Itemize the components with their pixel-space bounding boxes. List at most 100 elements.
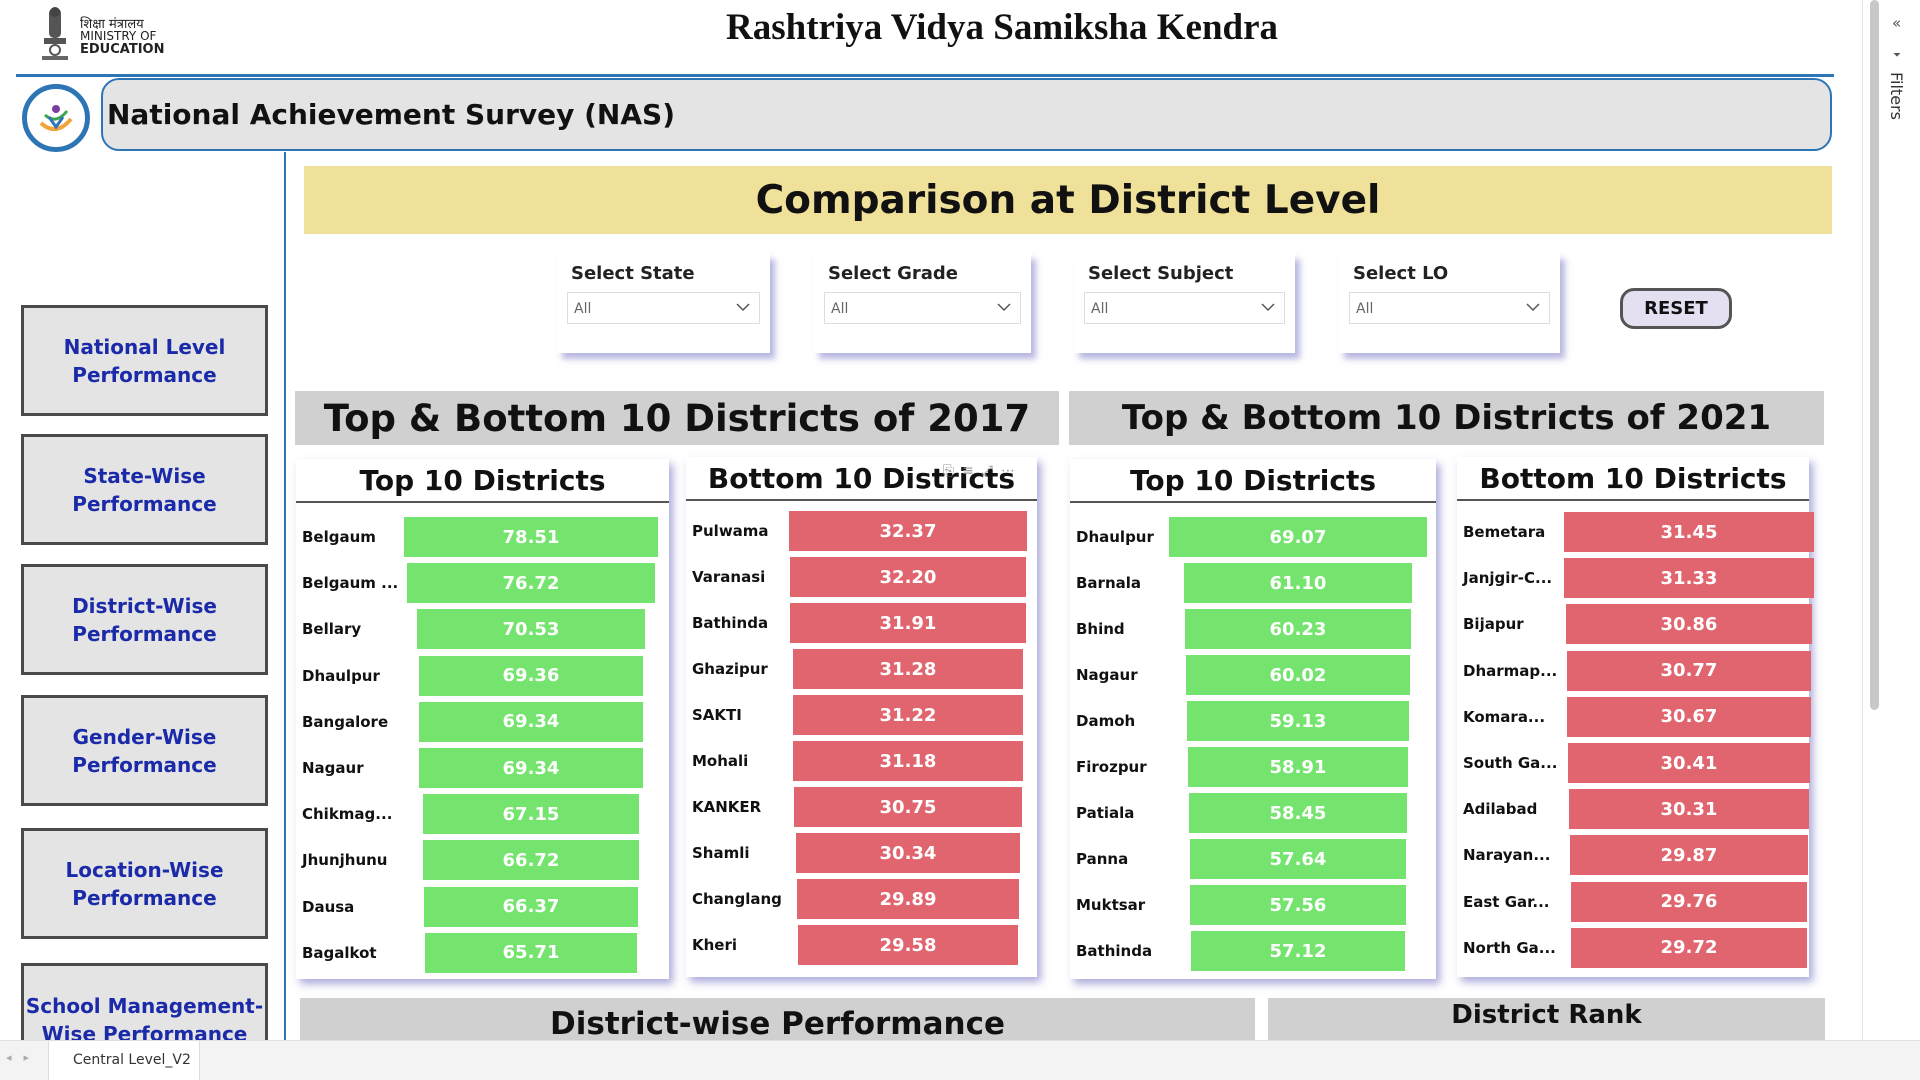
score-bar[interactable]: 30.86 xyxy=(1566,604,1812,645)
district-name: Ghazipur xyxy=(692,660,768,678)
score-bar[interactable]: 65.71 xyxy=(425,932,637,973)
score-bar[interactable]: 30.77 xyxy=(1566,650,1812,691)
district-name: Dhaulpur xyxy=(302,666,380,685)
score-bar[interactable]: 69.34 xyxy=(419,701,643,742)
filter-lo: Select LO All xyxy=(1339,253,1560,353)
score-bar[interactable]: 32.20 xyxy=(789,557,1027,597)
chevron-down-icon xyxy=(997,303,1011,312)
district-name: Mohali xyxy=(692,752,749,770)
district-name: Kheri xyxy=(692,936,738,954)
district-name: KANKER xyxy=(692,798,762,816)
sidebar-item-state-wise[interactable]: State-Wise Performance xyxy=(21,434,268,545)
district-wise-performance-header: District-wise Performance xyxy=(300,998,1255,1042)
sidebar-item-location-wise[interactable]: Location-Wise Performance xyxy=(21,828,268,939)
app-title: Rashtriya Vidya Samiksha Kendra xyxy=(726,7,1279,48)
district-name: Panna xyxy=(1076,850,1129,868)
filter-label: Select State xyxy=(571,263,695,284)
page-tab-bar: ◂▸ xyxy=(0,1040,1920,1080)
district-rank-header: District Rank xyxy=(1268,998,1825,1042)
list-title: Top 10 Districts xyxy=(1070,459,1436,503)
score-bar[interactable]: 31.22 xyxy=(792,695,1024,735)
score-bar[interactable]: 31.91 xyxy=(790,603,1026,643)
district-name: Bathinda xyxy=(692,614,769,632)
grade-dropdown[interactable]: All xyxy=(824,292,1021,324)
bottom-districts-2017-card: Bottom 10 Districts ⎘≡⤢⋯ Pulwama 32.37 Var… xyxy=(686,457,1037,977)
tab-scroll-arrows-icon[interactable]: ◂▸ xyxy=(6,1051,42,1064)
score-bar[interactable]: 29.89 xyxy=(797,879,1019,919)
reset-button[interactable]: RESET xyxy=(1620,288,1732,329)
score-bar[interactable]: 57.64 xyxy=(1190,839,1406,879)
list-title: Bottom 10 Districts xyxy=(686,457,1037,501)
filters-pane-label[interactable]: Filters xyxy=(1887,72,1906,120)
score-bar[interactable]: 66.72 xyxy=(423,840,639,881)
district-name: Komara... xyxy=(1463,707,1546,726)
score-bar[interactable]: 29.58 xyxy=(798,925,1018,965)
score-bar[interactable]: 57.56 xyxy=(1190,885,1406,925)
score-bar[interactable]: 30.34 xyxy=(795,833,1021,873)
score-bar[interactable]: 70.53 xyxy=(417,609,645,650)
ministry-hindi-text: शिक्षा मंत्रालय xyxy=(80,17,144,32)
score-bar[interactable]: 31.28 xyxy=(792,649,1024,689)
page-tab-central-level[interactable]: Central Level_V2 xyxy=(48,1041,200,1080)
score-bar[interactable]: 30.41 xyxy=(1568,743,1810,783)
score-bar[interactable]: 60.02 xyxy=(1185,655,1411,695)
group-header-2017: Top & Bottom 10 Districts of 2017 xyxy=(295,391,1059,445)
dropdown-value: All xyxy=(574,301,592,317)
collapse-pane-icon[interactable]: « xyxy=(1892,14,1902,32)
score-bar[interactable]: 69.34 xyxy=(419,748,643,788)
filter-state: Select State All xyxy=(557,253,770,353)
bottom-districts-2021-card: Bottom 10 Districts Bemetara 31.45 Janjgir… xyxy=(1457,457,1814,977)
visual-header-toolbar[interactable]: ⎘≡⤢⋯ xyxy=(942,463,1023,479)
score-bar[interactable]: 31.45 xyxy=(1564,512,1814,552)
score-bar[interactable]: 76.72 xyxy=(406,563,656,604)
score-bar[interactable]: 30.75 xyxy=(794,787,1022,827)
district-name: Nagaur xyxy=(302,759,364,777)
score-bar[interactable]: 29.72 xyxy=(1571,927,1807,968)
score-bar[interactable]: 58.45 xyxy=(1188,793,1408,833)
district-name: North Ga... xyxy=(1463,938,1556,957)
sidebar-item-district-wise[interactable]: District-Wise Performance xyxy=(21,564,268,675)
score-bar[interactable]: 61.10 xyxy=(1183,563,1413,603)
district-name: Belgaum ... xyxy=(302,574,399,593)
district-name: Bangalore xyxy=(302,712,389,731)
score-bar[interactable]: 57.12 xyxy=(1191,931,1405,971)
score-bar[interactable]: 60.23 xyxy=(1185,609,1411,649)
district-name: Muktsar xyxy=(1076,896,1146,914)
score-bar[interactable]: 32.37 xyxy=(789,511,1027,551)
score-bar[interactable]: 78.51 xyxy=(404,517,658,557)
score-bar[interactable]: 29.76 xyxy=(1570,881,1808,922)
district-name: Bhind xyxy=(1076,620,1125,638)
score-bar[interactable]: 31.33 xyxy=(1564,558,1814,599)
sidebar-item-gender-wise[interactable]: Gender-Wise Performance xyxy=(21,695,268,806)
score-bar[interactable]: 30.67 xyxy=(1567,696,1811,737)
score-bar[interactable]: 59.13 xyxy=(1187,701,1409,741)
district-name: Patiala xyxy=(1076,804,1135,822)
nas-logo-icon xyxy=(22,84,90,152)
score-bar[interactable]: 30.31 xyxy=(1568,789,1810,830)
score-bar[interactable]: 66.37 xyxy=(423,886,639,927)
score-bar[interactable]: 67.15 xyxy=(422,794,640,835)
district-name: Damoh xyxy=(1076,712,1136,730)
district-name: Bellary xyxy=(302,620,362,639)
district-name: Changlang xyxy=(692,890,782,908)
state-dropdown[interactable]: All xyxy=(567,292,760,324)
district-name: Adilabad xyxy=(1463,800,1538,819)
subject-dropdown[interactable]: All xyxy=(1084,292,1285,324)
district-name: Janjgir-C... xyxy=(1463,569,1553,588)
group-header-2021: Top & Bottom 10 Districts of 2021 xyxy=(1069,391,1824,445)
score-bar[interactable]: 69.36 xyxy=(419,655,643,696)
district-name: Barnala xyxy=(1076,574,1142,592)
vertical-scrollbar[interactable] xyxy=(1870,0,1879,710)
district-name: Bathinda xyxy=(1076,942,1153,960)
ministry-of-education-logo: शिक्षा मंत्रालय MINISTRY OF EDUCATION xyxy=(36,4,196,64)
score-bar[interactable]: 69.07 xyxy=(1169,517,1427,557)
sidebar-item-national-level[interactable]: National Level Performance xyxy=(21,305,268,416)
district-name: Pulwama xyxy=(692,522,769,540)
score-bar[interactable]: 31.18 xyxy=(792,741,1024,781)
filter-label: Select LO xyxy=(1353,263,1449,284)
nas-banner xyxy=(101,78,1832,151)
lo-dropdown[interactable]: All xyxy=(1349,292,1550,324)
score-bar[interactable]: 29.87 xyxy=(1570,835,1808,876)
district-name: Narayan... xyxy=(1463,846,1551,865)
score-bar[interactable]: 58.91 xyxy=(1187,747,1409,787)
